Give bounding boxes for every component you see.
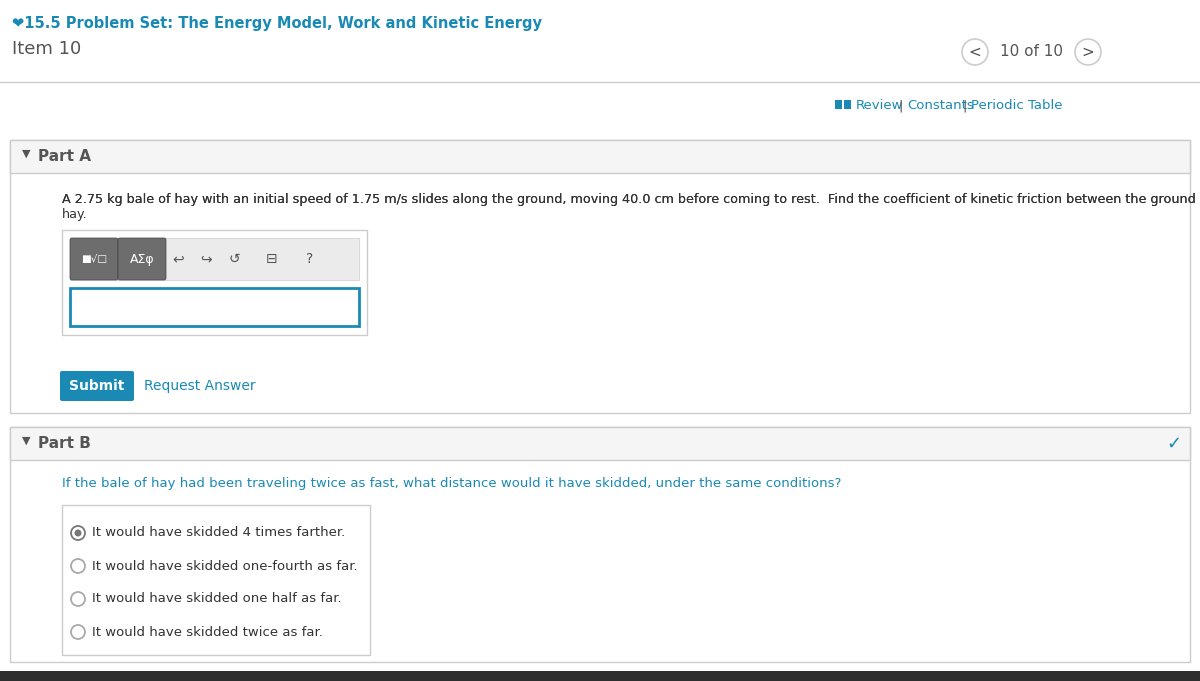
Text: ↩: ↩ — [172, 252, 184, 266]
Bar — [62, 230, 367, 335]
Bar — [0, 671, 1200, 681]
Text: >: > — [1081, 44, 1094, 59]
Text: AΣφ: AΣφ — [130, 253, 155, 266]
Text: hay.: hay. — [62, 208, 88, 221]
Circle shape — [71, 559, 85, 573]
Text: 10 of 10: 10 of 10 — [1001, 44, 1063, 59]
Bar — [10, 140, 1190, 413]
FancyBboxPatch shape — [60, 371, 134, 401]
Text: |: | — [962, 99, 966, 112]
Text: ⊟: ⊟ — [266, 252, 278, 266]
Circle shape — [74, 530, 82, 537]
Circle shape — [1075, 39, 1102, 65]
Text: Request Answer: Request Answer — [144, 379, 256, 393]
Text: ↺: ↺ — [228, 252, 240, 266]
Bar — [62, 505, 370, 655]
Text: ?: ? — [306, 252, 313, 266]
Circle shape — [71, 526, 85, 540]
Text: If the bale of hay had been traveling twice as fast, what distance would it have: If the bale of hay had been traveling tw… — [62, 477, 841, 490]
Text: |: | — [898, 99, 902, 112]
Bar — [844, 100, 851, 109]
Bar — [835, 100, 842, 109]
Bar — [10, 427, 1190, 460]
Bar — [10, 140, 1190, 173]
Text: Review: Review — [856, 99, 904, 112]
Text: It would have skidded 4 times farther.: It would have skidded 4 times farther. — [92, 526, 346, 539]
Text: ✓: ✓ — [1166, 435, 1181, 453]
Bar — [70, 288, 359, 326]
Bar — [10, 427, 1190, 662]
Text: ▼: ▼ — [22, 149, 30, 159]
Text: Part B: Part B — [38, 436, 91, 451]
Text: Periodic Table: Periodic Table — [971, 99, 1062, 112]
Circle shape — [962, 39, 988, 65]
Text: Constants: Constants — [907, 99, 973, 112]
Text: ↪: ↪ — [200, 252, 212, 266]
Text: It would have skidded one half as far.: It would have skidded one half as far. — [92, 592, 342, 605]
Text: <: < — [968, 44, 982, 59]
Text: It would have skidded one-fourth as far.: It would have skidded one-fourth as far. — [92, 560, 358, 573]
Text: ▼: ▼ — [22, 436, 30, 446]
Text: A 2.75 kg bale of hay with an initial speed of 1.75 m/s slides along the ground,: A 2.75 kg bale of hay with an initial sp… — [62, 193, 1200, 206]
Text: Item 10: Item 10 — [12, 40, 82, 58]
Bar — [70, 238, 359, 280]
Text: Part A: Part A — [38, 149, 91, 164]
FancyBboxPatch shape — [70, 238, 118, 280]
FancyBboxPatch shape — [118, 238, 166, 280]
Text: ■√□: ■√□ — [80, 254, 107, 264]
Circle shape — [71, 592, 85, 606]
Text: A 2.75 kg bale of hay with an initial speed of 1.75 m/s slides along the ground,: A 2.75 kg bale of hay with an initial sp… — [62, 193, 1200, 206]
Text: Submit: Submit — [70, 379, 125, 393]
Circle shape — [71, 625, 85, 639]
Text: ❤15.5 Problem Set: The Energy Model, Work and Kinetic Energy: ❤15.5 Problem Set: The Energy Model, Wor… — [12, 16, 542, 31]
Text: It would have skidded twice as far.: It would have skidded twice as far. — [92, 626, 323, 639]
